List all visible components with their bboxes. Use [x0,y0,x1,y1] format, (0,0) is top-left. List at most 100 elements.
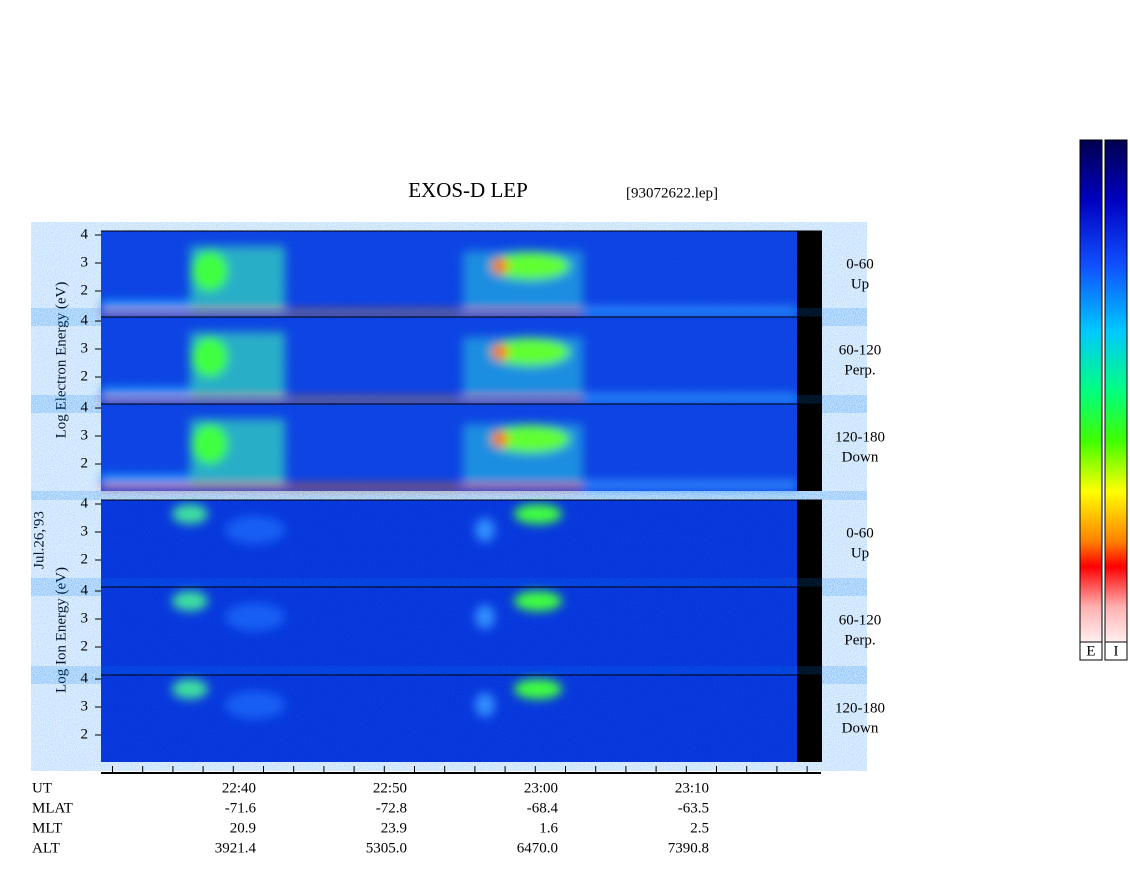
panel-range: 120-180 [835,429,885,445]
feature [490,425,570,453]
y-tick-label: 3 [81,523,89,539]
row-value: 22:40 [222,780,256,796]
y-tick-label: 4 [81,582,89,598]
feature [514,679,562,699]
spectrogram-features [101,332,797,402]
spectrogram-noise [101,500,797,587]
row-value: -63.5 [678,800,709,816]
row-value: 22:50 [373,780,407,796]
panel-direction: Perp. [844,362,875,378]
feature [475,518,495,542]
data-gap [797,675,822,762]
y-tick-label: 2 [81,455,89,471]
feature [583,481,797,489]
y-tick-label: 3 [81,340,89,356]
data-gap [797,587,822,675]
feature [475,693,495,717]
y-tick-label: 2 [81,551,89,567]
feature [172,591,208,611]
row-value: 2.5 [690,820,709,836]
feature [225,691,285,719]
electron-axis-label: Log Electron Energy (eV) [53,282,69,439]
feature [101,398,597,402]
date: Jul.26,'93 [31,511,47,569]
title: EXOS-D LEP [408,178,528,202]
data-gap [797,500,822,587]
colorbar-label: I [1114,643,1119,659]
colorbar-label-box [1079,641,1103,661]
panel-direction: Up [851,276,869,292]
panel-range: 120-180 [835,700,885,716]
spectrogram-features [172,591,562,631]
row-value: 5305.0 [366,840,407,856]
panel-direction: Up [851,545,869,561]
y-tick-label: 3 [81,254,89,270]
feature [583,307,797,315]
data-gap [797,404,822,491]
colorbar-label-box [1104,641,1128,661]
panel-range: 0-60 [846,256,874,272]
file-name: [93072622.lep] [626,185,718,201]
panel-range: 60-120 [839,342,882,358]
spectrogram-features [172,679,562,719]
y-tick-label: 4 [81,312,89,328]
spectrogram-noise [101,587,797,675]
feature [172,679,208,699]
y-tick-label: 2 [81,726,89,742]
spectrogram-noise [101,675,797,762]
spectrograms: 4 3 2 0-60 Up 4 3 2 60-120 Perp. 4 3 2 120-180 Down 4 3 2… [81,226,885,762]
panel-range: 60-120 [839,612,882,628]
colorbar [1079,139,1103,643]
y-tick-label: 3 [81,698,89,714]
y-tick-label: 4 [81,226,89,242]
panel-direction: Perp. [844,632,875,648]
time-ticks [112,766,808,773]
feature [225,603,285,631]
y-tick-label: 2 [81,282,89,298]
row-value: 1.6 [539,820,558,836]
y-tick-label: 4 [81,670,89,686]
feature [492,344,508,360]
feature [475,605,495,629]
feature [492,258,508,274]
spectrogram-features [172,504,562,544]
feature [101,301,191,311]
feature [101,485,597,489]
data-gap [797,231,822,317]
row-value: -68.4 [527,800,559,816]
y-tick-label: 4 [81,399,89,415]
row-value: -71.6 [225,800,257,816]
row-value: 7390.8 [668,840,709,856]
colorbar-label: E [1086,643,1095,659]
y-tick-label: 4 [81,495,89,511]
panel-direction: Down [842,449,879,465]
row-value: 23:10 [675,780,709,796]
y-tick-label: 2 [81,638,89,654]
feature [192,424,228,464]
feature [101,475,191,485]
feature [514,504,562,524]
row-label: UT [32,780,52,796]
feature [514,591,562,611]
y-tick-label: 3 [81,610,89,626]
feature [225,516,285,544]
row-label: ALT [32,840,60,856]
feature [101,388,191,398]
ion-axis-label: Log Ion Energy (eV) [53,567,69,693]
panel-direction: Down [842,720,879,736]
feature [172,504,208,524]
row-value: 20.9 [230,820,256,836]
row-value: 3921.4 [215,840,257,856]
row-label: MLAT [32,800,73,816]
y-tick-label: 3 [81,427,89,443]
feature [492,431,508,447]
row-value: 23.9 [381,820,407,836]
feature [490,338,570,366]
data-gap [797,317,822,404]
spectrogram-features [101,419,797,489]
orbit-table: UT 22:40 22:50 23:00 23:10 MLAT -71.6 -72.8 -68.… [32,780,709,856]
row-value: -72.8 [376,800,407,816]
feature [101,311,597,315]
row-value: 23:00 [524,780,558,796]
